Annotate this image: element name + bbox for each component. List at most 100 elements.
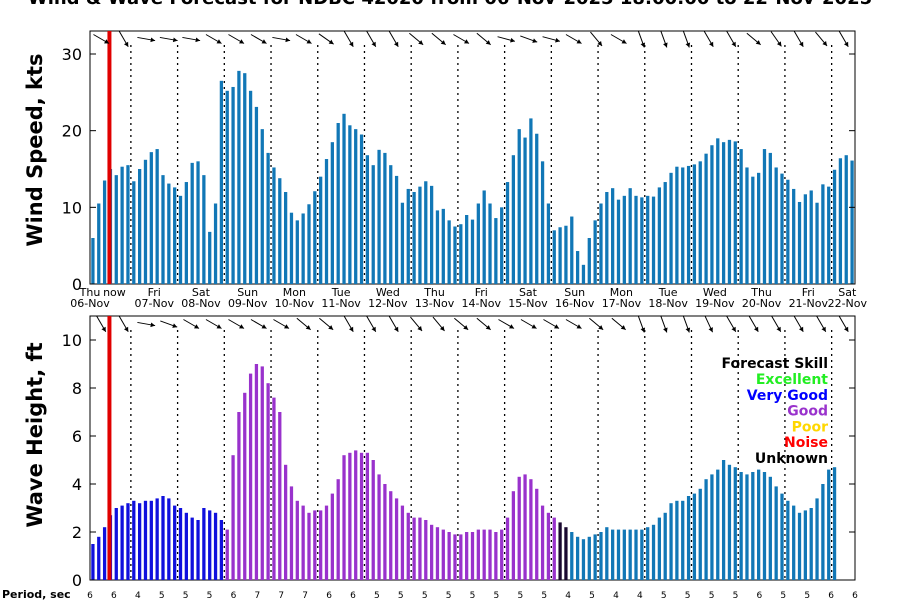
legend-item: Noise [784,435,828,451]
arrow-head [555,37,560,43]
wave-bar [809,508,813,580]
wind-bar [400,202,405,284]
arrow-head [843,41,849,47]
direction-arrow [183,319,200,329]
wind-bar [213,203,218,284]
direction-arrow [205,34,222,44]
wind-bar [698,161,702,284]
direction-arrow [726,30,737,48]
day-name-label: Sun [564,286,585,299]
period-label: Period, sec [2,588,71,600]
direction-arrow [228,34,245,44]
wave-bar [774,486,778,580]
direction-arrow [589,317,604,331]
date-label: 18-Nov [648,297,688,310]
y-tick-label: 8 [72,379,82,398]
date-label: 21-Nov [789,297,829,310]
date-label: 12-Nov [368,297,408,310]
period-value: 6 [111,591,117,600]
wave-bar [377,474,381,580]
period-value: 5 [685,591,691,600]
wind-bar [272,167,276,284]
arrow-head [371,326,376,332]
wave-bar [412,517,416,580]
arrow-head [418,40,424,45]
arrow-head [328,325,334,330]
wind-bar [640,197,644,284]
wave-bar [348,452,352,580]
wave-bar [336,479,340,580]
wind-bar [768,152,772,284]
direction-arrow [431,32,446,46]
wind-bar [319,176,323,284]
y-tick-label: 6 [72,427,82,446]
wind-bar [686,165,691,284]
wind-bar [739,149,743,284]
wind-bar [733,141,737,284]
wave-bar [698,488,702,580]
direction-arrow [476,32,491,46]
arrow-head [216,324,222,329]
wind-bar [704,153,708,284]
arrow-head [417,325,423,331]
wind-bar [260,129,264,284]
arrow-head [509,324,515,329]
wave-bar [751,472,755,580]
direction-arrow [704,315,714,333]
wave-bar [359,452,364,580]
direction-arrow [228,319,245,329]
arrow-head [371,41,376,47]
wind-bar [570,216,574,284]
arrow-head [640,327,646,333]
wave-bar [225,529,229,580]
wind-bar [762,149,767,284]
wind-bar [324,159,329,284]
y-tick-label: 10 [62,198,82,217]
period-value: 6 [326,591,332,600]
wind-bar [581,264,586,284]
wind-bar [102,180,107,284]
direction-arrow [159,36,178,43]
wave-bar [313,510,317,580]
arrow-head [440,40,446,45]
wave-bar [435,527,440,580]
period-value: 5 [470,591,476,600]
y-tick-label: 0 [72,275,82,294]
wind-bar [208,231,212,284]
wind-bar [424,181,428,284]
direction-arrow [182,36,201,43]
wind-bar [383,152,387,284]
date-label: 11-Nov [321,297,361,310]
direction-arrow [137,36,156,43]
wind-bar [838,158,843,284]
wave-bar [307,512,311,580]
wave-bar [832,467,837,580]
wind-bar [342,113,346,284]
direction-arrow [296,317,311,331]
wind-bar [476,203,480,284]
wind-bar [196,161,200,284]
period-value: 5 [398,591,404,600]
wave-bar [669,503,673,580]
wind-bar [348,125,352,284]
wind-bar [266,152,270,284]
wave-bar [710,474,714,580]
direction-arrow [453,34,470,44]
direction-arrow [273,319,290,329]
wave-bar [243,392,247,580]
arrow-head [305,325,311,330]
wind-bar [120,166,124,284]
wave-bar [394,498,399,580]
direction-arrow [118,30,129,48]
direction-arrow [137,321,156,328]
day-name-label: Tue [658,286,678,299]
wave-bar [289,486,294,580]
date-label: 10-Nov [275,297,315,310]
wave-bar [587,536,591,580]
wave-bar [581,539,586,580]
wind-bar [447,220,451,284]
wave-bar [792,505,796,580]
day-name-label: Sat [838,286,857,299]
wind-bar [616,199,621,284]
wave-bar [202,508,206,580]
